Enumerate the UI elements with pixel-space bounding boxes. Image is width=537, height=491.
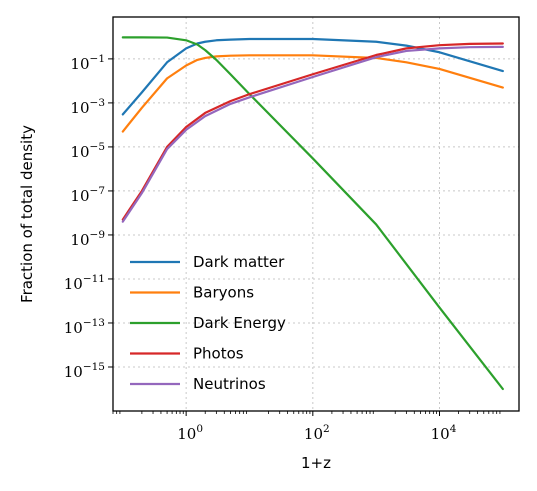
series-line-neutrinos [121, 45, 504, 223]
y-axis-label: Fraction of total density [18, 125, 36, 303]
x-tick-labels: 100 102 104 [177, 423, 456, 443]
legend-label-baryons: Baryons [193, 284, 254, 302]
series-line-photos [121, 42, 504, 221]
y-tick-label-7: 10−15 [64, 361, 105, 381]
y-tick-label-2: 10−5 [70, 141, 105, 161]
y-tick-labels: 10−1 10−3 10−5 10−7 10−9 10−11 10−13 10−15 [64, 53, 105, 381]
y-tick-label-4: 10−9 [70, 229, 105, 249]
plot-frame [112, 16, 520, 412]
series-line-dark-matter [121, 37, 504, 116]
x-tick-label-0: 100 [177, 423, 203, 443]
legend-label-dark-matter: Dark matter [193, 253, 285, 271]
x-tick-label-1: 102 [304, 423, 330, 443]
y-tick-label-3: 10−7 [70, 185, 105, 205]
major-ticks [108, 58, 440, 416]
series-line-baryons [121, 54, 504, 133]
grid-lines [113, 17, 519, 411]
y-tick-label-1: 10−3 [70, 97, 105, 117]
y-tick-label-0: 10−1 [70, 53, 105, 73]
series-lines [121, 36, 504, 391]
y-tick-label-5: 10−11 [64, 273, 105, 293]
x-tick-label-2: 104 [431, 423, 457, 443]
legend-label-photos: Photos [193, 345, 244, 363]
legend-label-dark-energy: Dark Energy [193, 314, 286, 332]
series-line-dark-energy [121, 36, 504, 391]
x-axis-label: 1+z [301, 454, 331, 472]
legend-label-neutrinos: Neutrinos [193, 375, 266, 393]
legend: Dark matter Baryons Dark Energy Photos Neutr… [130, 253, 286, 393]
y-tick-label-6: 10−13 [64, 317, 105, 337]
